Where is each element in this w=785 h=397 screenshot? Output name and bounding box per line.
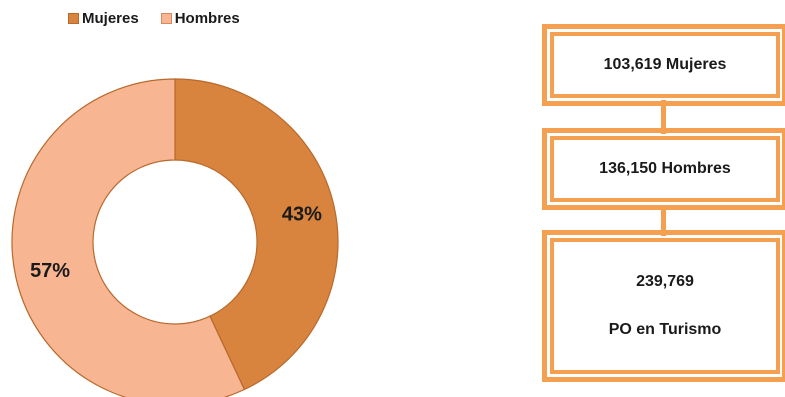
- box-frame-total: [542, 230, 785, 382]
- box-frame-mujeres: [542, 24, 785, 106]
- mujeres-count-box: 103,619 Mujeres: [545, 27, 785, 103]
- data-label-mujeres: 43%: [282, 204, 322, 226]
- connector-2: [661, 206, 666, 236]
- donut-chart: 43% 57%: [11, 78, 339, 397]
- legend-swatch-hombres: [160, 13, 172, 24]
- donut-slice-mujeres: [174, 78, 339, 391]
- box-frame-hombres: [542, 128, 785, 210]
- legend-item-hombres: Hombres: [160, 10, 240, 27]
- connector-1: [661, 100, 666, 134]
- hombres-count-text: 136,150 Hombres: [599, 160, 731, 177]
- mujeres-count-text: 103,619 Mujeres: [603, 56, 727, 73]
- donut-slice-hombres: [11, 78, 246, 397]
- legend-swatch-mujeres: [68, 13, 79, 24]
- total-count-text: 239,769: [636, 272, 694, 290]
- total-label-text: PO en Turismo: [608, 321, 722, 339]
- data-label-hombres: 57%: [30, 260, 70, 282]
- chart-legend: Mujeres Hombres: [68, 10, 262, 27]
- legend-item-mujeres: Mujeres: [68, 10, 139, 27]
- hombres-count-box: 136,150 Hombres: [545, 131, 785, 207]
- legend-label-hombres: Hombres: [174, 10, 240, 27]
- legend-label-mujeres: Mujeres: [82, 10, 139, 27]
- total-box: 239,769 PO en Turismo: [545, 233, 785, 379]
